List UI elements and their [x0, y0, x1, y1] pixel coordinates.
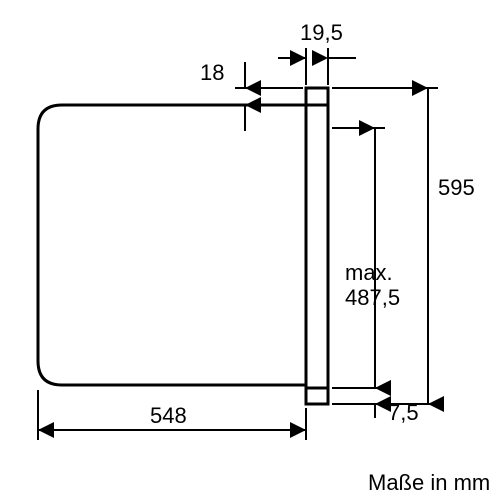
- body-outline: [38, 105, 306, 385]
- dim-max-label2: 487,5: [345, 285, 400, 310]
- dim-max-label1: max.: [345, 260, 393, 285]
- dim-7-5: 7,5: [375, 372, 419, 425]
- dim-548-label: 548: [150, 403, 187, 428]
- caption: Maße in mm: [368, 470, 490, 495]
- dim-7-5-label: 7,5: [388, 400, 419, 425]
- dim-19-5-label: 19,5: [300, 20, 343, 45]
- front-panel: [306, 88, 328, 404]
- dim-18-label: 18: [200, 60, 224, 85]
- dim-18: 18: [200, 60, 303, 131]
- dimension-drawing: 19,5 18 595 max. 487,5 7,5: [0, 0, 500, 500]
- dim-548: 548: [38, 390, 306, 440]
- dim-595: 595: [332, 88, 475, 404]
- dim-max-487-5: max. 487,5: [332, 128, 400, 388]
- dim-595-label: 595: [438, 175, 475, 200]
- dim-19-5: 19,5: [278, 20, 356, 85]
